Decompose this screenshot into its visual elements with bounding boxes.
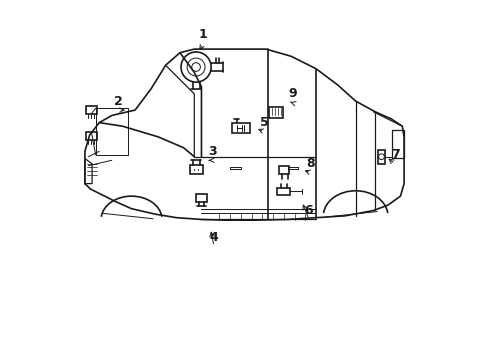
Text: 2: 2 — [114, 95, 122, 108]
Text: 6: 6 — [304, 204, 313, 217]
Text: 8: 8 — [306, 157, 314, 170]
Bar — [86, 106, 97, 114]
Bar — [196, 194, 206, 202]
Bar — [96, 108, 128, 155]
Bar — [231, 123, 249, 134]
Bar — [377, 149, 384, 164]
Text: 9: 9 — [288, 87, 297, 100]
Text: 3: 3 — [207, 145, 216, 158]
Text: 1: 1 — [199, 28, 207, 41]
Bar — [279, 166, 289, 174]
Text: 7: 7 — [390, 148, 399, 161]
Bar — [189, 165, 202, 174]
Text: 5: 5 — [259, 116, 268, 129]
Text: 4: 4 — [209, 231, 218, 244]
Bar — [86, 132, 97, 140]
Bar — [268, 107, 282, 118]
Bar — [277, 188, 290, 195]
